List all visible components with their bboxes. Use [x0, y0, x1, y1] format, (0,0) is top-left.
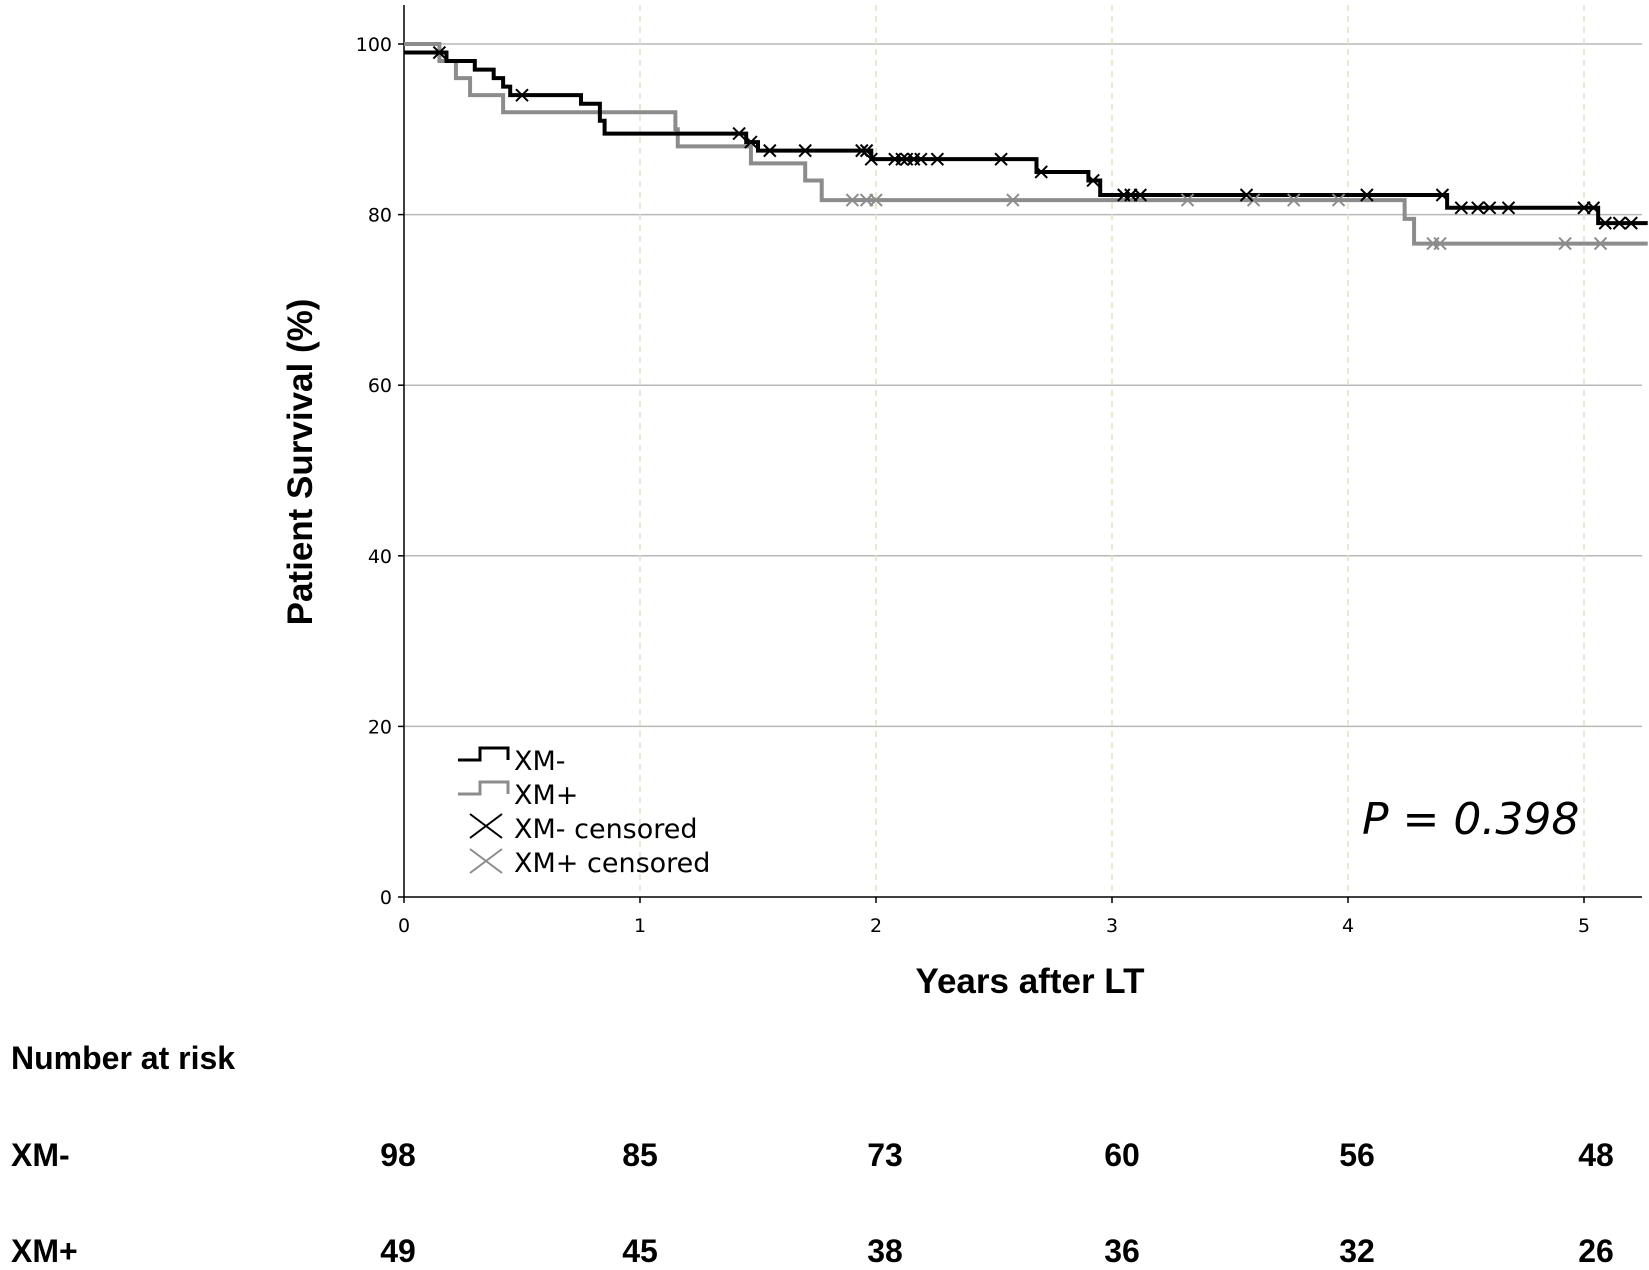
y-tick-label-100: 100	[356, 34, 392, 56]
legend: XM- XM+ XM- censored XM+ censored	[458, 746, 710, 879]
risk-value-xm-plus-year-0: 49	[380, 1233, 416, 1269]
legend-xm-plus-censor-icon	[469, 848, 503, 874]
curve-xm-minus	[404, 50, 1648, 226]
censor-mark-xm-minus-22	[1360, 188, 1374, 202]
y-tick-label-60: 60	[368, 375, 392, 397]
legend-xm-plus-line-icon	[458, 780, 510, 796]
censor-mark-xm-minus-16	[1034, 165, 1048, 179]
censor-mark-xm-minus-25	[1471, 201, 1485, 215]
censor-mark-xm-minus-10	[895, 152, 909, 166]
censor-mark-xm-minus-23	[1435, 188, 1450, 202]
risk-value-xm-minus-year-2: 73	[867, 1137, 903, 1173]
censor-marks	[432, 45, 1638, 251]
censor-mark-xm-plus-0	[845, 193, 860, 207]
x-axis-title: Years after LT	[916, 962, 1145, 1000]
p-value-annotation: P = 0.398	[1362, 794, 1579, 845]
risk-table-title: Number at risk	[11, 1040, 236, 1076]
risk-value-xm-minus-year-5: 48	[1578, 1137, 1614, 1173]
x-tick-label-4: 4	[1342, 915, 1354, 937]
censor-mark-xm-minus-14	[930, 152, 945, 166]
censor-mark-xm-minus-29	[1586, 201, 1601, 215]
censor-mark-xm-minus-2	[732, 126, 746, 141]
censor-mark-xm-plus-9	[1433, 236, 1447, 251]
censor-mark-xm-plus-1	[859, 193, 874, 207]
curve-xm-plus	[404, 42, 1648, 246]
risk-value-xm-plus-year-1: 45	[622, 1233, 658, 1269]
censor-mark-xm-minus-17	[1086, 173, 1100, 188]
y-tick-label-40: 40	[368, 546, 392, 568]
censor-mark-xm-minus-0	[432, 45, 447, 60]
censor-mark-xm-minus-15	[994, 152, 1008, 166]
y-axis-title: Patient Survival (%)	[281, 299, 320, 626]
censor-mark-xm-minus-27	[1501, 201, 1516, 215]
axis-ticks: 0 20 40 60 80 100 0 1 2 3 4 5	[356, 34, 1590, 937]
legend-xm-minus-label: XM-	[514, 746, 566, 777]
risk-row-label-xm-plus: XM+	[11, 1233, 78, 1269]
risk-row-label-xm-minus: XM-	[11, 1137, 70, 1173]
x-tick-label-1: 1	[634, 915, 646, 937]
censor-mark-xm-plus-2	[869, 193, 883, 207]
censor-mark-xm-plus-6	[1287, 193, 1301, 207]
censor-mark-xm-minus-20	[1133, 188, 1148, 202]
y-tick-label-0: 0	[380, 887, 392, 909]
risk-value-xm-plus-year-4: 32	[1339, 1233, 1375, 1269]
legend-xm-minus-censor-icon	[469, 813, 503, 839]
censor-mark-xm-minus-19	[1124, 188, 1138, 202]
censor-mark-xm-plus-10	[1558, 236, 1572, 251]
censor-mark-xm-plus-5	[1246, 193, 1261, 207]
y-tick-label-80: 80	[368, 205, 392, 227]
censor-mark-xm-minus-30	[1598, 216, 1612, 230]
legend-xm-plus-label: XM+	[514, 780, 578, 811]
censor-mark-xm-minus-28	[1577, 201, 1591, 215]
censor-mark-xm-minus-24	[1454, 201, 1468, 215]
x-tick-label-3: 3	[1106, 915, 1118, 937]
censor-mark-xm-minus-26	[1482, 201, 1497, 215]
risk-value-xm-minus-year-4: 56	[1339, 1137, 1375, 1173]
legend-xm-minus-line-icon	[458, 746, 510, 762]
legend-xm-minus-censored-label: XM- censored	[514, 814, 698, 845]
censor-mark-xm-plus-11	[1593, 236, 1608, 251]
censor-mark-xm-plus-7	[1331, 193, 1346, 207]
censor-mark-xm-minus-21	[1239, 188, 1254, 202]
censor-mark-xm-plus-3	[1006, 193, 1020, 207]
risk-value-xm-plus-year-2: 38	[867, 1233, 903, 1269]
censor-mark-xm-minus-4	[763, 143, 777, 158]
survival-curves	[404, 42, 1648, 246]
risk-value-xm-minus-year-0: 98	[380, 1137, 416, 1173]
y-tick-label-20: 20	[368, 716, 392, 738]
censor-mark-xm-minus-5	[798, 143, 812, 158]
x-tick-label-5: 5	[1578, 915, 1590, 937]
censor-mark-xm-minus-31	[1612, 216, 1627, 230]
censor-mark-xm-minus-8	[864, 152, 878, 166]
censor-mark-xm-minus-32	[1624, 216, 1638, 230]
grid-lines	[404, 5, 1642, 897]
legend-xm-plus-censored-label: XM+ censored	[514, 848, 710, 879]
censor-mark-xm-minus-13	[914, 152, 928, 166]
censor-mark-xm-plus-4	[1180, 193, 1195, 207]
axes	[403, 5, 1642, 898]
risk-value-xm-minus-year-3: 60	[1104, 1137, 1140, 1173]
x-tick-label-0: 0	[398, 915, 410, 937]
censor-mark-xm-minus-3	[744, 135, 758, 149]
censor-mark-xm-minus-7	[859, 143, 874, 158]
risk-value-xm-plus-year-5: 26	[1578, 1233, 1614, 1269]
risk-value-xm-plus-year-3: 36	[1104, 1233, 1140, 1269]
censor-mark-xm-minus-1	[515, 88, 529, 102]
risk-value-xm-minus-year-1: 85	[622, 1137, 658, 1173]
x-tick-label-2: 2	[870, 915, 882, 937]
